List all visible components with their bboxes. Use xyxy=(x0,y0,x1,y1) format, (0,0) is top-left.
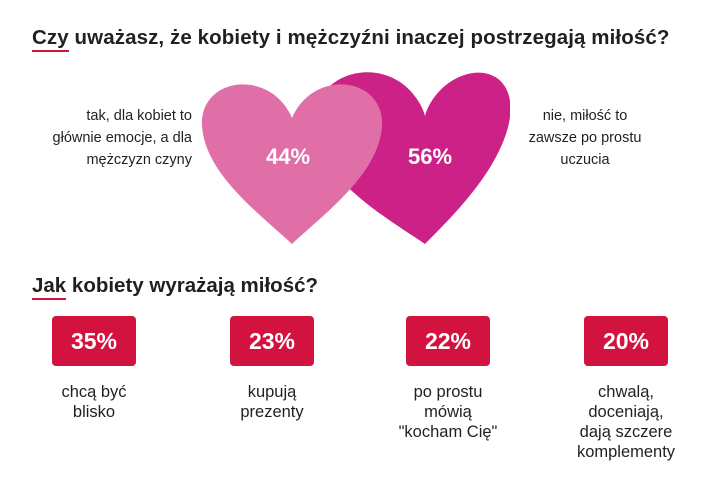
stat-label-line: "kocham Cię" xyxy=(398,423,498,441)
stat-label-line: chcą być xyxy=(61,383,127,401)
value-label-no: 56% xyxy=(408,144,452,169)
stat-value-box: 23% xyxy=(230,316,314,366)
question1-title-first-word: Czy xyxy=(32,26,69,49)
answer-no-label-line: uczucia xyxy=(560,152,610,168)
answer-yes-label-line: mężczyzn czyny xyxy=(86,152,192,168)
answer-no-label-line: zawsze po prostu xyxy=(528,130,642,146)
answer-yes-label-line: głównie emocje, a dla xyxy=(52,130,192,146)
stat-label-line: dają szczere xyxy=(579,423,673,441)
question1-title: Czy uważasz, że kobiety i mężczyźni inac… xyxy=(32,26,669,50)
stat-label: chwalą, doceniają, dają szczere kompleme… xyxy=(551,382,701,462)
hearts-chart: 44% 56% xyxy=(200,64,510,249)
stat-label-line: prezenty xyxy=(240,403,304,421)
stat-label-line: po prostu xyxy=(413,383,483,401)
stat-value-box: 35% xyxy=(52,316,136,366)
stat-column: 35% chcą być blisko xyxy=(19,316,169,422)
stat-label-line: chwalą, xyxy=(598,383,654,401)
question2-title-first-word: Jak xyxy=(32,274,67,297)
stat-column: 23% kupują prezenty xyxy=(197,316,347,422)
value-label-yes: 44% xyxy=(266,144,310,169)
stat-label-line: kupują xyxy=(247,383,297,401)
stat-value-box: 22% xyxy=(406,316,490,366)
answer-no-label: nie, miłość to zawsze po prostu uczucia xyxy=(510,105,660,171)
stat-label: kupują prezenty xyxy=(197,382,347,422)
stat-value-box: 20% xyxy=(584,316,668,366)
hearts-svg: 44% 56% xyxy=(201,72,510,245)
stat-label: po prostu mówią "kocham Cię" xyxy=(373,382,523,442)
answer-no-label-line: nie, miłość to xyxy=(542,108,628,124)
stat-label-line: doceniają, xyxy=(588,403,664,421)
stat-label-line: blisko xyxy=(72,403,116,421)
answer-yes-label: tak, dla kobiet to głównie emocje, a dla… xyxy=(40,105,192,171)
heart-light-yes xyxy=(201,84,383,245)
stat-column: 22% po prostu mówią "kocham Cię" xyxy=(373,316,523,442)
answer-yes-label-line: tak, dla kobiet to xyxy=(86,108,192,124)
stat-column: 20% chwalą, doceniają, dają szczere komp… xyxy=(551,316,701,462)
question2-title: Jak kobiety wyrażają miłość? xyxy=(32,274,318,298)
stat-label-line: komplementy xyxy=(576,443,676,461)
stat-label: chcą być blisko xyxy=(19,382,169,422)
stat-label-line: mówią xyxy=(424,403,472,421)
question2-title-rest: kobiety wyrażają miłość? xyxy=(66,274,319,297)
question1-title-rest: uważasz, że kobiety i mężczyźni inaczej … xyxy=(68,26,670,49)
